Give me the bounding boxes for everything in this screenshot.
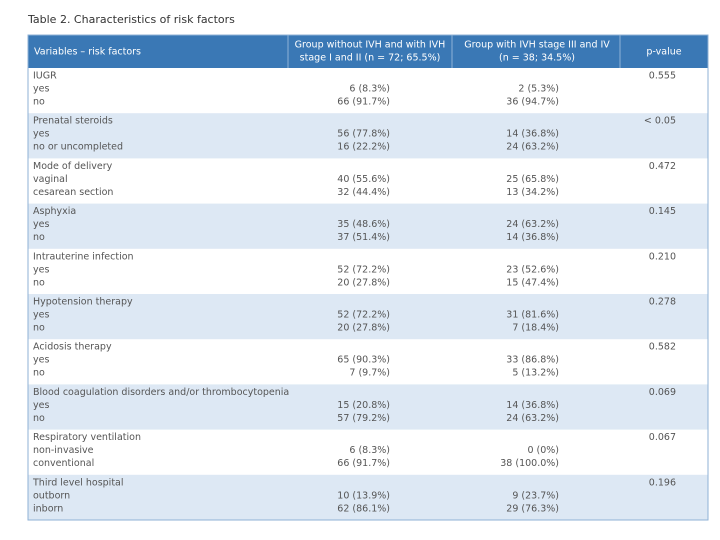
group-label: Intrauterine infection [33, 251, 134, 262]
row-band [28, 203, 708, 249]
group-label: Hypotension therapy [33, 297, 133, 308]
header-cell: Group without IVH and with IVH [295, 40, 446, 51]
header-cell: Variables – risk factors [34, 47, 141, 58]
p-value: 0.582 [649, 342, 676, 353]
cell-value: 6 (8.3%) [349, 445, 390, 456]
cell-value: 36 (94.7%) [506, 97, 559, 108]
cell-value: 65 (90.3%) [337, 355, 390, 366]
cell-value: 20 (27.8%) [337, 323, 390, 334]
p-value: 0.067 [649, 432, 676, 443]
group-label: IUGR [33, 71, 57, 82]
cell-value: 38 (100.0%) [500, 458, 559, 469]
cell-value: 16 (22.2%) [337, 142, 390, 153]
cell-value: 40 (55.6%) [337, 174, 390, 185]
cell-value: 56 (77.8%) [337, 129, 390, 140]
row-band [28, 294, 708, 340]
header-cell: p-value [646, 47, 681, 58]
p-value: < 0.05 [644, 116, 676, 127]
p-value: 0.472 [649, 161, 676, 172]
group-label: Third level hospital [32, 477, 124, 488]
row-label: vaginal [33, 174, 68, 185]
cell-value: 24 (63.2%) [506, 413, 559, 424]
row-label: yes [33, 264, 49, 275]
group-label: Acidosis therapy [33, 342, 112, 353]
p-value: 0.555 [649, 71, 676, 82]
row-label: yes [33, 355, 49, 366]
row-label: no [33, 413, 45, 424]
cell-value: 24 (63.2%) [506, 219, 559, 230]
cell-value: 0 (0%) [527, 445, 559, 456]
cell-value: 57 (79.2%) [337, 413, 390, 424]
p-value: 0.145 [649, 206, 676, 217]
row-label: no [33, 323, 45, 334]
cell-value: 25 (65.8%) [506, 174, 559, 185]
cell-value: 9 (23.7%) [512, 490, 559, 501]
row-label: yes [33, 310, 49, 321]
row-label: yes [33, 400, 49, 411]
cell-value: 20 (27.8%) [337, 277, 390, 288]
p-value: 0.278 [649, 297, 676, 308]
group-label: Prenatal steroids [33, 116, 113, 127]
cell-value: 24 (63.2%) [506, 142, 559, 153]
cell-value: 14 (36.8%) [506, 232, 559, 243]
group-label: Asphyxia [33, 206, 76, 217]
row-label: non-invasive [33, 445, 94, 456]
table-border [27, 34, 709, 521]
cell-value: 10 (13.9%) [337, 490, 390, 501]
cell-value: 33 (86.8%) [506, 355, 559, 366]
row-label: conventional [33, 458, 94, 469]
cell-value: 14 (36.8%) [506, 129, 559, 140]
row-label: no or uncompleted [33, 142, 123, 153]
cell-value: 35 (48.6%) [337, 219, 390, 230]
cell-value: 5 (13.2%) [512, 368, 559, 379]
cell-value: 15 (47.4%) [506, 277, 559, 288]
cell-value: 13 (34.2%) [506, 187, 559, 198]
cell-value: 52 (72.2%) [337, 310, 390, 321]
cell-value: 14 (36.8%) [506, 400, 559, 411]
row-band [28, 113, 708, 159]
row-label: outborn [33, 490, 70, 501]
cell-value: 29 (76.3%) [506, 503, 559, 514]
cell-value: 66 (91.7%) [337, 97, 390, 108]
row-label: no [33, 368, 45, 379]
row-label: no [33, 232, 45, 243]
cell-value: 6 (8.3%) [349, 84, 390, 95]
header-cell: Group with IVH stage III and IV [464, 40, 610, 51]
header-cell: (n = 38; 34.5%) [499, 53, 575, 64]
row-band [28, 384, 708, 430]
row-label: cesarean section [33, 187, 113, 198]
row-label: inborn [33, 503, 63, 514]
group-label: Blood coagulation disorders and/or throm… [33, 387, 289, 398]
cell-value: 2 (5.3%) [518, 84, 559, 95]
row-label: no [33, 277, 45, 288]
group-label: Respiratory ventilation [33, 432, 141, 443]
table-title: Table 2. Characteristics of risk factors [27, 13, 235, 26]
cell-value: 15 (20.8%) [337, 400, 390, 411]
cell-value: 31 (81.6%) [506, 310, 559, 321]
cell-value: 62 (86.1%) [337, 503, 390, 514]
cell-value: 32 (44.4%) [337, 187, 390, 198]
p-value: 0.069 [649, 387, 676, 398]
row-label: yes [33, 129, 49, 140]
header-band [28, 35, 708, 68]
p-value: 0.196 [649, 477, 676, 488]
p-value: 0.210 [649, 251, 676, 262]
row-band [28, 474, 708, 520]
cell-value: 37 (51.4%) [337, 232, 390, 243]
cell-value: 66 (91.7%) [337, 458, 390, 469]
cell-value: 7 (18.4%) [512, 323, 559, 334]
row-label: yes [33, 219, 49, 230]
cell-value: 52 (72.2%) [337, 264, 390, 275]
cell-value: 7 (9.7%) [349, 368, 390, 379]
header-cell: stage I and II (n = 72; 65.5%) [300, 53, 441, 64]
row-label: yes [33, 84, 49, 95]
cell-value: 23 (52.6%) [506, 264, 559, 275]
group-label: Mode of delivery [33, 161, 113, 172]
row-label: no [33, 97, 45, 108]
